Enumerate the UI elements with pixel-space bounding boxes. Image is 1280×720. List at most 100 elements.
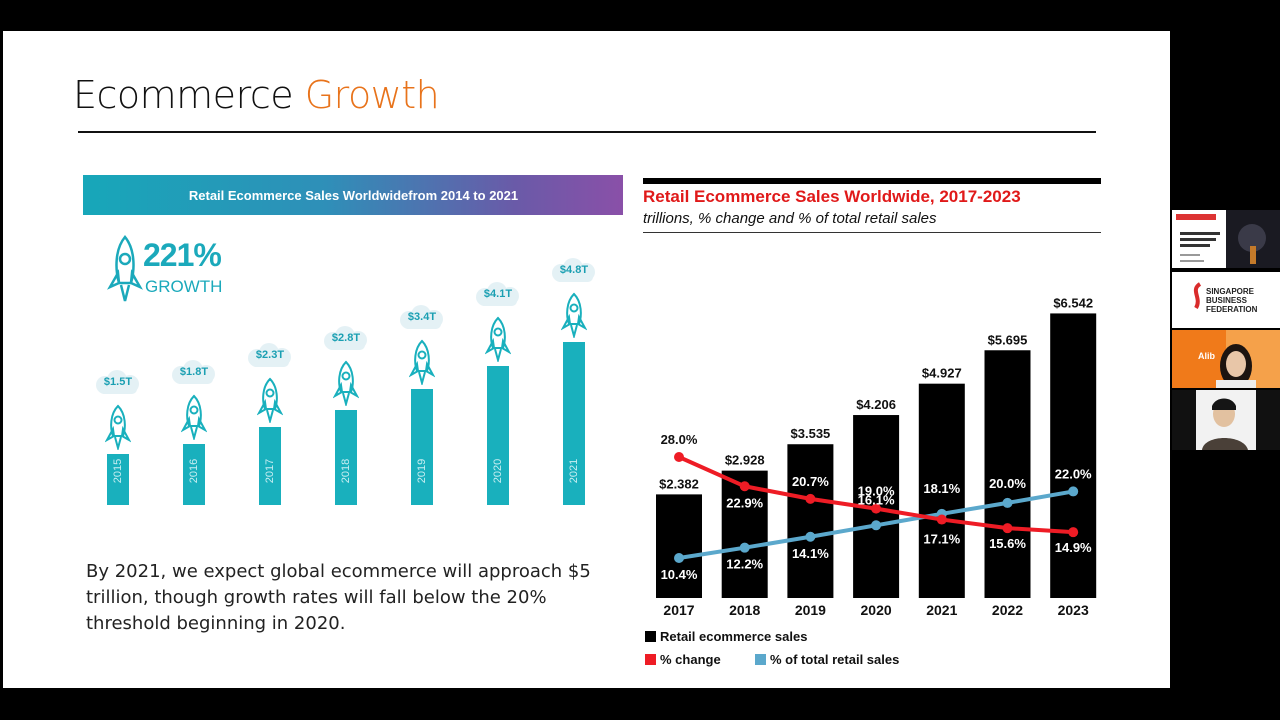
x-tick-label: 2017 xyxy=(663,602,694,618)
presenter-name-tag: Alib xyxy=(1198,351,1216,361)
change-line-point xyxy=(1002,523,1013,534)
sbf-logo-thumbnail[interactable]: SINGAPORE BUSINESS FEDERATION xyxy=(1172,272,1280,328)
cloud-icon xyxy=(545,257,603,284)
sales-bar-2018 xyxy=(721,470,768,598)
sales-value-label: $6.542 xyxy=(1053,295,1093,310)
growth-callout: 221% GROWTH xyxy=(107,235,237,310)
infographic-bar-2019 xyxy=(411,389,433,505)
infographic-value-label: $4.8T xyxy=(559,263,589,276)
sales-value-label: $5.695 xyxy=(988,332,1028,347)
infographic-year-label: 2017 xyxy=(264,458,276,484)
slide-title: Ecommerce Growth xyxy=(73,73,440,117)
infographic-value-label: $4.1T xyxy=(483,287,513,300)
presenter-video[interactable]: Alib xyxy=(1172,330,1280,388)
chart-title-rule xyxy=(643,232,1101,233)
legend-swatch-sales xyxy=(645,631,656,642)
ecommerce-chart: Retail Ecommerce Sales Worldwide, 2017-2… xyxy=(623,155,1123,670)
change-value-label: 28.0% xyxy=(661,432,698,447)
infographic-bar-2020 xyxy=(487,365,509,505)
infographic-header: Retail Ecommerce Sales Worldwidefrom 201… xyxy=(83,175,624,215)
infographic-value-label: $3.4T xyxy=(407,311,437,324)
infographic-value-label: $1.5T xyxy=(103,376,133,388)
change-line-point xyxy=(936,514,947,525)
infographic-value-label: $1.8T xyxy=(179,365,209,378)
share-line-point xyxy=(871,520,882,531)
sales-bar-2022 xyxy=(984,350,1031,598)
change-value-label: 20.7% xyxy=(792,474,829,489)
cloud-icon xyxy=(393,305,451,331)
legend-label-share: % of total retail sales xyxy=(770,652,900,667)
rocket-icon xyxy=(484,316,512,364)
left-infographic: Retail Ecommerce Sales Worldwidefrom 201… xyxy=(83,175,624,515)
sales-bar-2021 xyxy=(918,383,965,598)
share-line-point xyxy=(674,553,684,563)
rocket-icon xyxy=(104,404,132,452)
growth-label: GROWTH xyxy=(145,277,223,296)
rocket-icon xyxy=(180,394,208,442)
infographic-bar-2016 xyxy=(183,443,205,505)
sales-bar-2019 xyxy=(787,444,834,598)
cloud-icon xyxy=(469,281,527,308)
chart-top-bar xyxy=(643,178,1101,184)
participant-graphic xyxy=(1172,390,1280,450)
x-tick-label: 2020 xyxy=(861,602,892,618)
presenter-graphic: Alib xyxy=(1172,330,1280,388)
title-main: Ecommerce xyxy=(73,73,305,117)
participant-video[interactable] xyxy=(1172,390,1280,450)
slide-preview-graphic xyxy=(1176,210,1280,268)
share-line-point xyxy=(739,542,750,553)
change-value-label: 17.1% xyxy=(923,532,960,547)
share-value-label: 12.2% xyxy=(726,557,763,572)
sales-value-label: $4.927 xyxy=(922,366,962,381)
infographic-value-label: $2.8T xyxy=(331,331,361,344)
shared-slide-thumbnail[interactable] xyxy=(1172,210,1280,268)
svg-text:FEDERATION: FEDERATION xyxy=(1206,305,1258,314)
slide-caption: By 2021, we expect global ecommerce will… xyxy=(86,561,591,634)
rocket-icon xyxy=(332,360,360,408)
rocket-icon xyxy=(107,235,143,302)
infographic-bar-2015 xyxy=(107,454,129,505)
rocket-icon xyxy=(256,377,284,425)
change-line-point xyxy=(871,503,882,514)
sales-value-label: $3.535 xyxy=(791,426,831,441)
infographic-bar-2018 xyxy=(335,409,357,505)
rocket-icon xyxy=(408,339,436,388)
cloud-icon xyxy=(165,359,223,386)
infographic-year-label: 2015 xyxy=(112,458,124,484)
cloud-icon xyxy=(241,342,299,369)
svg-text:SINGAPORE: SINGAPORE xyxy=(1206,287,1255,296)
share-line-point xyxy=(1002,497,1013,508)
share-value-label: 16.1% xyxy=(858,492,895,507)
change-value-label: 15.6% xyxy=(989,536,1026,551)
share-value-label: 18.1% xyxy=(923,481,960,496)
legend-label-change: % change xyxy=(660,652,721,667)
share-value-label: 10.4% xyxy=(661,567,698,582)
infographic-value-label: $2.3T xyxy=(255,348,285,361)
chart-subtitle: trillions, % change and % of total retai… xyxy=(643,210,937,227)
sales-value-label: $2.928 xyxy=(725,453,765,468)
share-line-point xyxy=(805,531,816,542)
x-tick-label: 2019 xyxy=(795,602,826,618)
title-divider xyxy=(78,131,1096,133)
share-value-label: 22.0% xyxy=(1055,466,1092,481)
infographic-bar-2021 xyxy=(563,341,585,505)
legend-item-change: % change xyxy=(645,652,721,667)
rocket-icon xyxy=(560,292,588,340)
infographic-year-label: 2016 xyxy=(188,458,200,484)
infographic-year-label: 2019 xyxy=(416,458,428,484)
change-line-point xyxy=(739,481,750,492)
cloud-icon xyxy=(89,370,147,396)
legend-swatch-share xyxy=(755,654,766,665)
change-line-point xyxy=(674,452,684,462)
chart-title: Retail Ecommerce Sales Worldwide, 2017-2… xyxy=(643,187,1021,206)
legend-item-share: % of total retail sales xyxy=(755,652,899,667)
sales-bar-2023 xyxy=(1050,313,1097,598)
svg-text:BUSINESS: BUSINESS xyxy=(1206,296,1248,305)
infographic-year-label: 2018 xyxy=(340,458,352,484)
x-tick-label: 2022 xyxy=(992,602,1023,618)
legend-swatch-change xyxy=(645,654,656,665)
share-value-label: 20.0% xyxy=(989,476,1026,491)
change-value-label: 22.9% xyxy=(726,495,763,510)
sales-value-label: $4.206 xyxy=(856,397,896,412)
